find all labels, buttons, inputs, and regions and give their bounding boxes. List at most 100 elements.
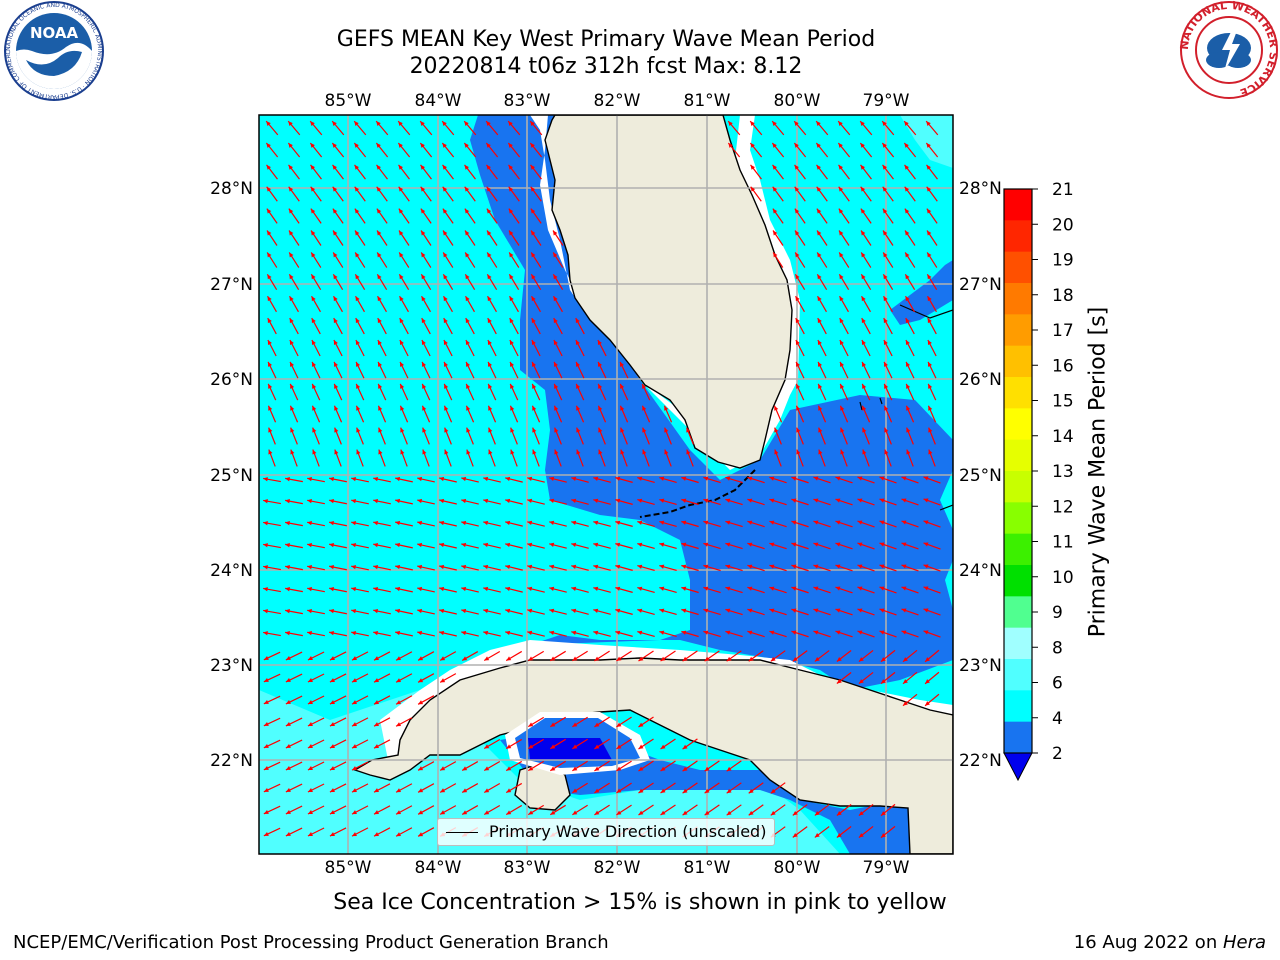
wave-arrow [399,317,409,335]
wave-arrow [290,427,298,445]
wave-arrow [857,630,875,638]
wave-arrow [835,542,853,550]
wave-arrow [332,164,344,180]
wave-arrow [597,339,607,357]
wave-arrow [417,805,435,815]
wave-arrow [527,542,545,549]
wave-arrow [527,650,545,662]
wave-arrow [925,142,939,158]
wave-arrow [419,120,433,136]
wave-arrow [375,120,389,136]
wave-arrow [905,361,915,379]
colorbar-segment [1004,189,1032,221]
colorbar-tick-label: 2 [1052,744,1063,764]
colorbar-tick-label: 4 [1052,709,1063,729]
wave-arrow [549,520,567,527]
wave-arrow [285,587,303,593]
wave-arrow [329,673,347,683]
map-gridlines [259,115,953,854]
wave-arrow [399,361,409,379]
wave-arrow [769,498,787,506]
wave-arrow [376,252,388,268]
wave-arrow [682,804,698,816]
colorbar-segment [1004,471,1032,503]
wave-arrow [774,449,782,467]
wave-arrow [594,650,610,662]
wave-arrow [597,361,607,379]
wave-arrow [485,120,499,136]
wave-arrow [311,295,321,313]
wave-arrow [530,230,542,246]
wave-arrow [267,361,277,379]
wave-arrow [351,761,369,771]
wave-arrow [861,317,871,335]
wave-arrow [329,564,347,571]
wave-arrow [575,339,585,357]
wave-arrow [395,783,413,793]
wave-arrow [487,295,497,313]
wave-arrow [924,649,940,663]
wave-arrow [901,520,919,528]
wave-arrow [289,383,299,401]
wave-arrow [351,476,369,483]
wave-arrow [641,405,651,423]
wave-arrow [839,361,849,379]
wave-arrow [923,476,941,484]
lat-label: 23°N [210,656,253,676]
wave-arrow [483,738,501,750]
wave-arrow [465,383,475,401]
wave-arrow [682,650,698,662]
wave-arrow [905,295,915,313]
wave-arrow [769,630,787,638]
wave-arrow [329,827,347,837]
wave-arrow [329,695,347,705]
lon-label: 85°W [325,91,372,111]
wave-arrow [923,586,941,594]
wave-arrow [395,564,413,571]
wave-arrow [615,542,633,549]
wave-arrow [420,208,432,224]
wave-arrow [443,361,453,379]
wave-arrow [703,542,721,550]
wave-arrow [354,252,366,268]
wave-arrow [329,476,347,483]
wave-arrow [902,649,918,663]
wave-arrow [747,498,765,506]
wave-arrow [862,449,870,467]
wave-arrow [747,564,765,572]
wave-arrow [747,630,765,638]
wave-arrow [860,186,872,202]
wave-arrow [309,120,323,136]
wave-arrow [660,738,676,750]
wave-arrow [770,650,786,662]
wave-arrow [550,804,566,816]
wave-arrow [659,520,677,528]
wave-arrow [417,695,435,705]
wave-arrow [377,317,387,335]
wave-arrow [263,651,281,661]
wave-arrow [355,383,365,401]
footer-machine: Hera [1222,932,1266,953]
wave-arrow [268,427,276,445]
wave-arrow [791,520,809,528]
wave-arrow [882,230,894,246]
wave-arrow [904,186,916,202]
wave-arrow [792,826,808,838]
wave-arrow [725,608,743,616]
wave-arrow [837,120,851,136]
colorbar [1003,188,1033,782]
wave-arrow [836,826,852,838]
wave-arrow [638,804,654,816]
wave-arrow [840,449,848,467]
wave-arrow [794,208,806,224]
wave-arrow [681,498,699,506]
wave-arrow [531,295,541,313]
wave-arrow [354,230,366,246]
colorbar-segment [1004,314,1032,347]
wave-arrow [550,738,566,750]
wave-arrow [923,542,941,550]
wave-arrow [329,761,347,771]
wave-arrow [532,449,540,467]
wave-arrow [310,186,322,202]
wave-arrow [818,449,826,467]
